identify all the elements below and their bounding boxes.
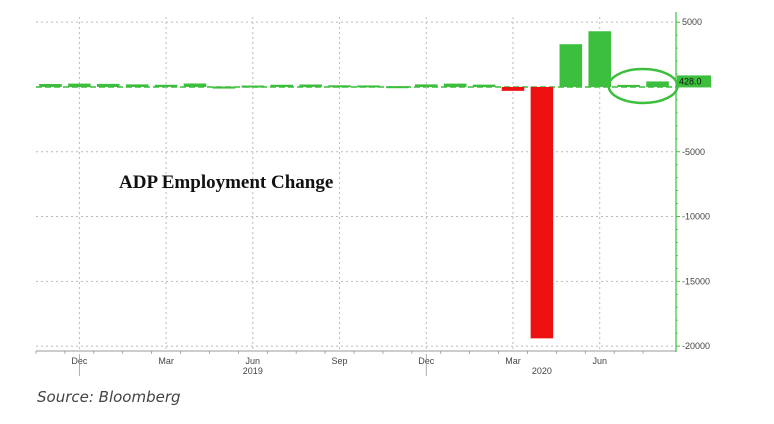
bar-2019-01 (96, 83, 120, 87)
x-tick-label-2: Jun (246, 356, 261, 366)
y-tick-label-0: 5000 (682, 17, 702, 27)
bar-2019-05 (212, 86, 236, 89)
bar-2020-01 (443, 83, 467, 87)
y-axis: 5000 -5000 -10000 -15000 -20000 428.0 (675, 12, 711, 352)
bar-2020-08 (646, 81, 669, 87)
bar-2018-12 (68, 83, 91, 87)
x-tick-label-3: Sep (332, 356, 348, 366)
bar-2020-02 (472, 84, 496, 87)
bars-group (39, 31, 669, 339)
bar-2019-08 (299, 84, 322, 87)
bar-2019-06 (241, 85, 265, 88)
bar-2019-10 (357, 85, 380, 88)
last-value-label: 428.0 (679, 76, 702, 86)
source-caption: Source: Bloomberg (37, 388, 181, 406)
bar-2018-11 (39, 83, 62, 87)
y-tick-label-3: -10000 (682, 212, 710, 222)
bar-2019-04 (183, 83, 207, 87)
bar-2020-03 (501, 86, 525, 91)
bar-2019-12 (414, 84, 438, 87)
x-tick-label-1: Mar (158, 356, 174, 366)
bar-2019-02 (125, 84, 149, 87)
bar-2019-09 (328, 85, 351, 88)
bar-2020-05 (559, 44, 583, 87)
x-year-label-2: 2019 (243, 366, 263, 376)
chart-title: ADP Employment Change (119, 172, 333, 193)
bar-2020-07 (617, 84, 640, 87)
x-tick-label-7: Jun (592, 356, 607, 366)
bar-2020-06 (588, 31, 612, 87)
x-year-label-6: 2020 (532, 366, 552, 376)
y-tick-label-4: -15000 (682, 276, 710, 286)
bar-2019-11 (386, 86, 409, 89)
last-value-box (677, 75, 711, 88)
bar-2020-04 (530, 86, 554, 339)
highlight-ellipse (607, 67, 679, 105)
bar-2019-07 (270, 84, 294, 87)
bar-2019-03 (154, 84, 178, 87)
x-tick-label-5: Mar (505, 356, 521, 366)
y-tick-label-5: -20000 (682, 341, 710, 351)
y-tick-label-2: -5000 (682, 147, 705, 157)
